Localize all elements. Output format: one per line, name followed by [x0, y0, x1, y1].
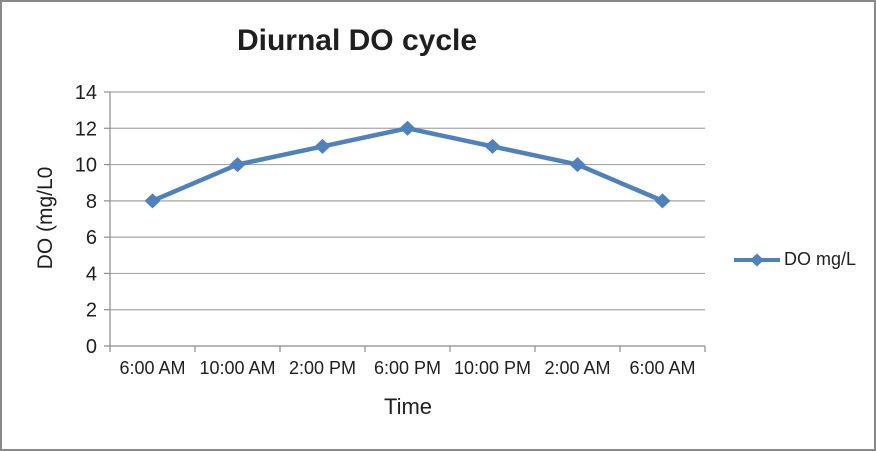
data-point-marker [229, 157, 246, 173]
x-category-label: 10:00 PM [454, 358, 531, 378]
x-category-label: 2:00 AM [544, 358, 610, 378]
legend: DO mg/L [733, 249, 856, 270]
chart-title: Diurnal DO cycle [236, 24, 478, 57]
data-point-marker [399, 120, 416, 136]
x-category-label: 6:00 AM [119, 358, 185, 378]
data-point-marker [484, 138, 501, 154]
y-tick-label: 8 [86, 191, 97, 213]
data-point-marker [144, 193, 161, 209]
y-tick-label: 4 [86, 263, 97, 285]
x-category-label: 2:00 PM [289, 358, 356, 378]
legend-series-swatch [734, 253, 780, 266]
x-category-label: 6:00 PM [374, 358, 441, 378]
y-tick-label: 6 [86, 227, 97, 249]
legend-marker-icon [750, 253, 764, 266]
x-axis-title: Time [383, 394, 433, 419]
y-tick-label: 2 [86, 300, 97, 322]
data-point-marker [654, 193, 671, 209]
y-tick-label: 10 [75, 155, 97, 177]
y-axis-title: DO (mg/L0 [34, 166, 57, 270]
data-point-marker [314, 138, 331, 154]
x-category-label: 6:00 AM [629, 358, 695, 378]
legend-series-label: DO mg/L [784, 249, 857, 269]
y-tick-label: 14 [75, 82, 97, 104]
x-category-label: 10:00 AM [199, 358, 275, 378]
y-tick-label: 0 [86, 336, 97, 358]
y-tick-label: 12 [75, 118, 97, 140]
data-point-marker [569, 157, 586, 173]
